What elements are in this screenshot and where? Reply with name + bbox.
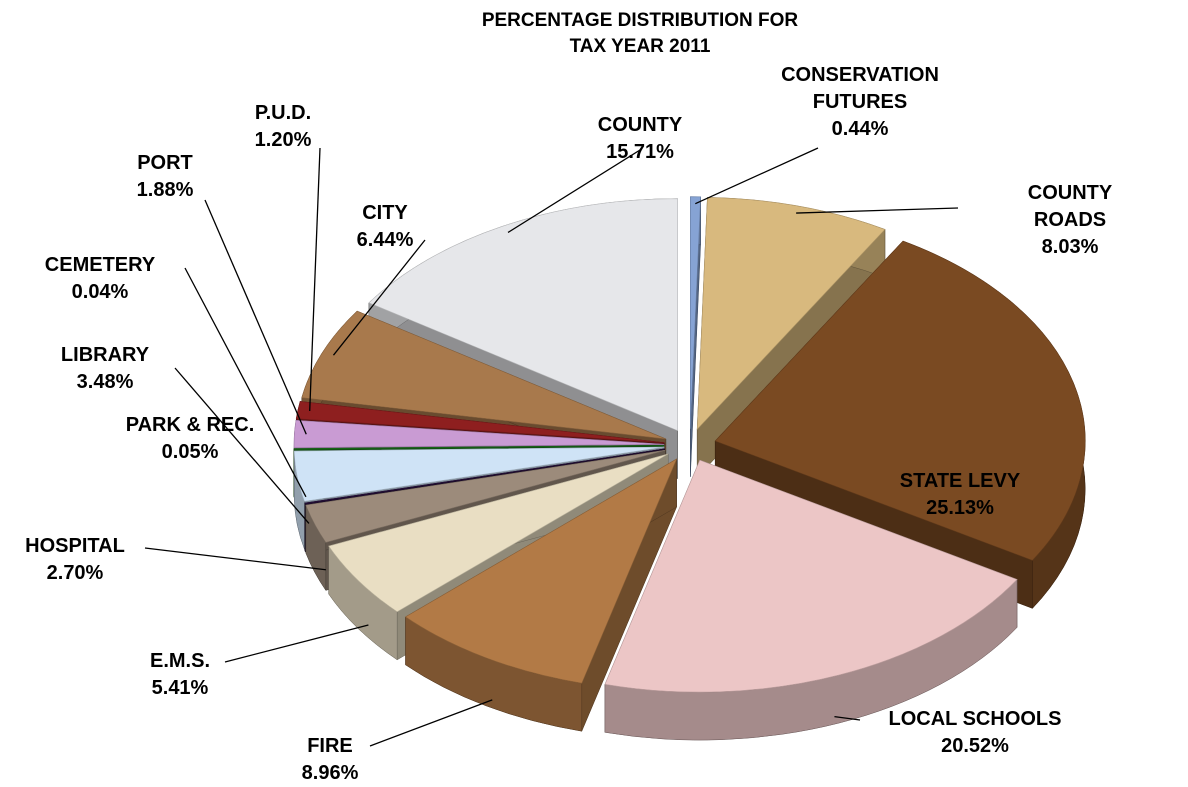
category-name: LIBRARY <box>61 342 149 369</box>
slice-label: E.M.S.5.41% <box>150 648 210 702</box>
category-name: P.U.D. <box>255 100 312 127</box>
value-label: 8.96% <box>302 760 359 787</box>
value-label: 3.48% <box>61 369 149 396</box>
value-label: 5.41% <box>150 675 210 702</box>
value-label: 2.70% <box>25 560 125 587</box>
category-name: CEMETERY <box>45 252 155 279</box>
value-label: 0.04% <box>45 279 155 306</box>
category-name: COUNTY <box>598 112 682 139</box>
leader-line <box>205 200 306 434</box>
category-name: PORT <box>137 150 194 177</box>
value-label: 15.71% <box>598 139 682 166</box>
category-name: COUNTY ROADS <box>1011 180 1129 234</box>
slice-label: P.U.D.1.20% <box>255 100 312 154</box>
category-name: PARK & REC. <box>126 412 255 439</box>
slice-label: PARK & REC.0.05% <box>126 412 255 466</box>
value-label: 1.20% <box>255 127 312 154</box>
category-name: E.M.S. <box>150 648 210 675</box>
slice-tops <box>294 197 1085 692</box>
category-name: STATE LEVY <box>900 468 1020 495</box>
leader-line <box>145 548 326 570</box>
value-label: 20.52% <box>889 733 1062 760</box>
category-name: HOSPITAL <box>25 533 125 560</box>
leader-line <box>370 700 492 746</box>
value-label: 0.05% <box>126 439 255 466</box>
category-name: CONSERVATION FUTURES <box>760 62 960 116</box>
category-name: FIRE <box>302 733 359 760</box>
value-label: 25.13% <box>900 495 1020 522</box>
value-label: 0.44% <box>760 116 960 143</box>
value-label: 6.44% <box>357 227 414 254</box>
value-label: 1.88% <box>137 177 194 204</box>
value-label: 8.03% <box>1011 234 1129 261</box>
leader-line <box>225 625 368 662</box>
category-name: CITY <box>357 200 414 227</box>
leader-line <box>695 148 818 204</box>
category-name: LOCAL SCHOOLS <box>889 706 1062 733</box>
